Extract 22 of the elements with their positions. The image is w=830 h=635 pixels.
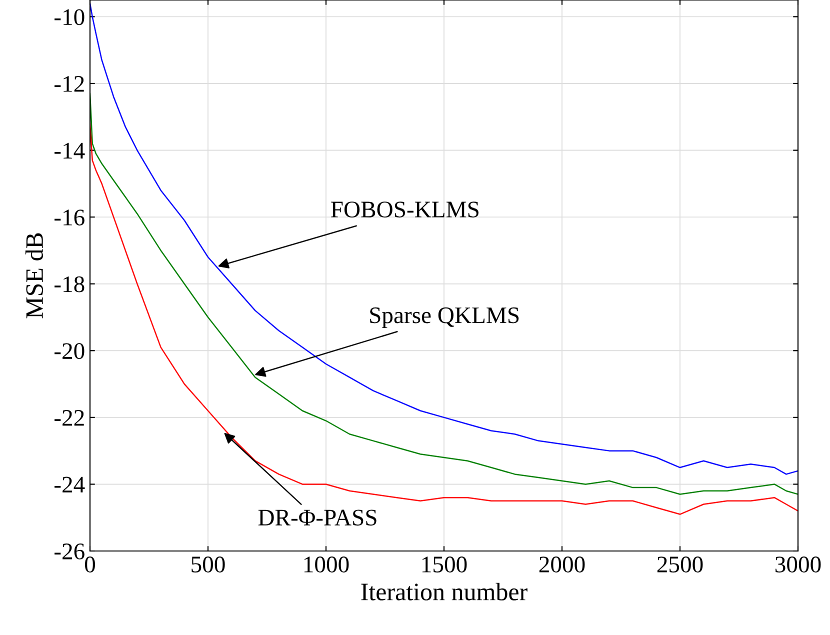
y-tick-label: -12 [54, 76, 84, 92]
y-tick-label: -26 [54, 544, 84, 560]
x-tick-label: 3000 [776, 556, 821, 572]
x-tick-label: 2000 [539, 556, 585, 572]
annotation: Sparse QKLMS [370, 307, 519, 328]
x-tick-label: 1000 [304, 556, 349, 572]
x-tick-label: 1500 [422, 556, 467, 572]
y-axis-title: MSE dB [25, 233, 44, 318]
y-tick-label: -22 [54, 410, 84, 426]
y-tick-label: -20 [54, 343, 84, 360]
x-tick-label: 500 [192, 556, 225, 572]
annotation: DR-Φ-PASS [258, 510, 376, 526]
y-tick-label: -24 [54, 476, 85, 492]
y-tick-label: -10 [54, 9, 84, 26]
y-tick-label: -16 [54, 210, 84, 226]
y-tick-label: -18 [54, 276, 84, 292]
x-axis-title: Iteration number [361, 582, 528, 600]
x-tick-label: 2500 [657, 556, 703, 572]
annotation: FOBOS-KLMS [331, 202, 478, 218]
x-tick-label: 0 [84, 556, 96, 572]
line-series [90, 2, 798, 475]
y-tick-label: -14 [54, 142, 85, 158]
